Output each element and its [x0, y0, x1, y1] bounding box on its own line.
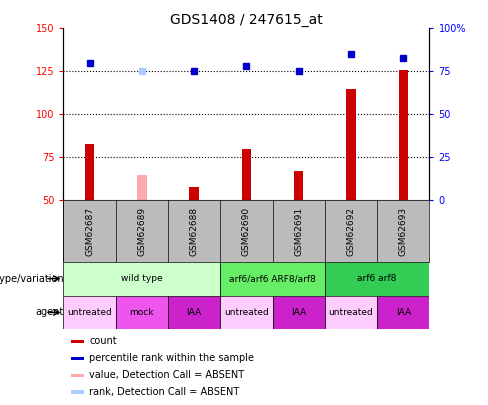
Bar	[168, 296, 220, 329]
Text: GSM62688: GSM62688	[190, 207, 199, 256]
Bar	[116, 296, 168, 329]
Text: value, Detection Call = ABSENT: value, Detection Call = ABSENT	[89, 370, 244, 380]
Bar	[325, 296, 377, 329]
Bar	[294, 171, 304, 200]
Bar	[137, 175, 146, 200]
Bar	[189, 187, 199, 200]
Bar	[346, 89, 356, 200]
Bar	[71, 340, 83, 343]
Bar	[220, 262, 325, 296]
Text: GSM62693: GSM62693	[399, 207, 408, 256]
Bar	[85, 144, 94, 200]
Bar	[71, 390, 83, 394]
Text: GSM62691: GSM62691	[294, 207, 303, 256]
Text: GSM62692: GSM62692	[346, 207, 356, 256]
Text: rank, Detection Call = ABSENT: rank, Detection Call = ABSENT	[89, 387, 239, 397]
Text: untreated: untreated	[328, 308, 373, 317]
Bar	[242, 149, 251, 200]
Text: arf6 arf8: arf6 arf8	[358, 274, 397, 283]
Text: agent: agent	[36, 307, 64, 318]
Bar	[399, 70, 408, 200]
Text: IAA: IAA	[291, 308, 306, 317]
Bar	[71, 373, 83, 377]
Bar	[273, 296, 325, 329]
Text: count: count	[89, 337, 117, 347]
Text: untreated: untreated	[224, 308, 269, 317]
Text: GSM62689: GSM62689	[137, 207, 146, 256]
Text: untreated: untreated	[67, 308, 112, 317]
Bar	[377, 296, 429, 329]
Text: GSM62687: GSM62687	[85, 207, 94, 256]
Bar	[220, 296, 273, 329]
Text: arf6/arf6 ARF8/arf8: arf6/arf6 ARF8/arf8	[229, 274, 316, 283]
Text: mock: mock	[130, 308, 154, 317]
Bar	[63, 262, 220, 296]
Title: GDS1408 / 247615_at: GDS1408 / 247615_at	[170, 13, 323, 27]
Text: percentile rank within the sample: percentile rank within the sample	[89, 354, 254, 363]
Text: IAA: IAA	[396, 308, 411, 317]
Bar	[63, 296, 116, 329]
Bar	[71, 357, 83, 360]
Bar	[325, 262, 429, 296]
Text: GSM62690: GSM62690	[242, 207, 251, 256]
Text: genotype/variation: genotype/variation	[0, 274, 64, 284]
Text: wild type: wild type	[121, 274, 163, 283]
Text: IAA: IAA	[186, 308, 202, 317]
